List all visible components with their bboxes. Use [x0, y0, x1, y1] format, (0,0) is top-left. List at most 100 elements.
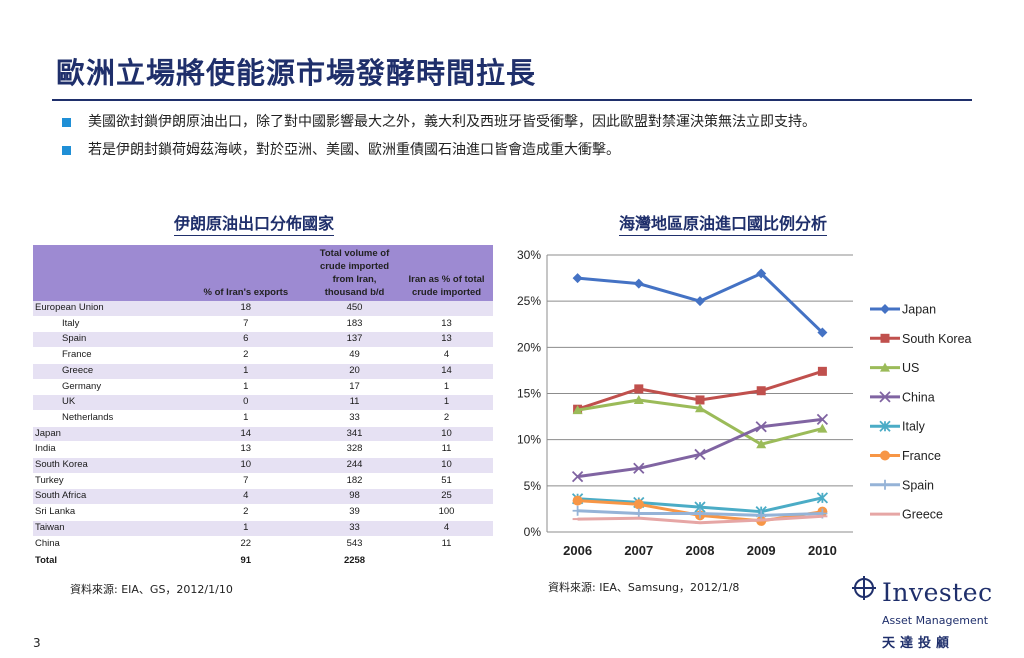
table-cell: 11 — [308, 394, 401, 411]
table-cell: 2 — [182, 347, 309, 364]
data-point — [572, 405, 583, 415]
table-source: 資料來源: EIA、GS，2012/1/10 — [70, 583, 233, 596]
data-point — [633, 278, 644, 289]
table-cell — [400, 551, 493, 571]
legend-label: South Korea — [902, 332, 972, 346]
table-cell: 17 — [308, 379, 401, 396]
data-point — [756, 386, 766, 396]
table-cell: 98 — [308, 488, 401, 506]
y-tick-label: 20% — [517, 340, 541, 354]
investec-zebra-icon — [852, 576, 876, 600]
logo-brand: Investec — [882, 578, 993, 607]
page-title: 歐洲立場將使能源市場發酵時間拉長 — [56, 56, 537, 90]
table-row: South Korea 10 244 10 — [33, 457, 493, 474]
table-cell: 39 — [308, 504, 401, 521]
y-tick-label: 30% — [517, 248, 541, 262]
table-cell: 2258 — [308, 551, 401, 571]
legend-label: France — [902, 449, 941, 463]
data-point — [695, 403, 705, 413]
table-cell: 182 — [308, 473, 401, 490]
table-row: European Union 18 450 — [33, 301, 493, 317]
legend-label: US — [902, 361, 919, 375]
table-row: South Africa 4 98 25 — [33, 488, 493, 506]
table-total-row: Total 91 2258 — [33, 551, 493, 571]
table-cell: South Africa — [33, 488, 183, 506]
chart-source: 資料來源: IEA、Samsung，2012/1/8 — [548, 581, 740, 594]
table-header-cell: Iran as % of total crude imported — [400, 245, 493, 301]
y-tick-label: 25% — [517, 294, 541, 308]
logo-subtitle: Asset Management — [882, 614, 989, 627]
bullet-square-icon — [62, 118, 71, 127]
legend-label: Italy — [902, 420, 926, 434]
table-cell: 1 — [182, 520, 309, 537]
table-cell: 33 — [308, 520, 401, 537]
table-cell: 450 — [308, 301, 401, 317]
data-point — [633, 462, 645, 474]
table-header-cell — [33, 245, 183, 301]
table-cell — [400, 301, 493, 317]
table-cell: 4 — [400, 520, 493, 537]
bullet-text: 美國欲封鎖伊朗原油出口，除了對中國影響最大之外，義大利及西班牙皆受衝擊，因此歐盟… — [88, 114, 816, 130]
table-cell: 100 — [400, 504, 493, 521]
table-subtitle: 伊朗原油出口分佈國家 — [174, 210, 335, 236]
data-point — [694, 448, 706, 461]
table-cell: Netherlands — [33, 410, 183, 427]
table-cell: 244 — [308, 457, 401, 474]
table-cell: 1 — [182, 410, 309, 427]
investec-logo: Investec Asset Management 天達投顧 — [852, 576, 1012, 652]
table-cell: 1 — [400, 394, 493, 411]
series-line — [577, 417, 823, 479]
table-cell: 1 — [400, 379, 493, 396]
legend-marker — [880, 362, 890, 372]
table-cell: 1 — [182, 363, 309, 380]
data-point — [756, 268, 767, 279]
table-cell: 543 — [308, 536, 401, 553]
x-tick-label: 2007 — [624, 543, 653, 558]
table-cell: European Union — [33, 301, 183, 317]
table-cell: 14 — [182, 426, 309, 443]
table-row: UK 0 11 1 — [33, 394, 493, 411]
table-cell: 49 — [308, 347, 401, 364]
table-cell: 4 — [400, 347, 493, 364]
table-cell: France — [33, 347, 183, 364]
table-row: Germany 1 17 1 — [33, 379, 493, 396]
data-point — [572, 273, 583, 284]
data-point — [817, 423, 828, 433]
table-cell: Sri Lanka — [33, 504, 183, 521]
table-cell: 4 — [182, 488, 309, 506]
data-point — [816, 413, 829, 425]
legend-marker — [880, 479, 890, 490]
table-cell: 13 — [400, 331, 493, 349]
data-point — [634, 384, 644, 394]
bullet-item: 美國欲封鎖伊朗原油出口，除了對中國影響最大之外，義大利及西班牙皆受衝擊，因此歐盟… — [62, 112, 992, 132]
table-cell: 6 — [182, 331, 309, 349]
table-cell: Japan — [33, 426, 183, 443]
data-point — [572, 495, 583, 506]
bullet-square-icon — [62, 146, 71, 155]
data-point — [817, 327, 828, 338]
data-point — [633, 499, 644, 510]
table-cell: 328 — [308, 441, 401, 459]
data-point — [755, 421, 767, 433]
table-header-cell: % of Iran's exports — [182, 245, 309, 301]
table-cell: 11 — [400, 441, 493, 459]
table-cell: Taiwan — [33, 520, 183, 537]
y-tick-label: 0% — [524, 525, 542, 539]
legend-label: Greece — [902, 508, 943, 522]
legend-label: China — [902, 390, 935, 404]
page-number: 3 — [33, 636, 41, 650]
legend-marker — [880, 450, 890, 461]
legend-marker — [880, 333, 890, 343]
table-cell: Greece — [33, 363, 183, 380]
x-tick-label: 2008 — [686, 543, 715, 558]
y-tick-label: 5% — [524, 479, 542, 493]
data-point — [633, 394, 644, 404]
y-tick-label: 10% — [517, 433, 541, 447]
x-tick-label: 2010 — [808, 543, 837, 558]
table-cell: South Korea — [33, 457, 183, 474]
table-row: France 2 49 4 — [33, 347, 493, 364]
legend-marker — [879, 420, 891, 432]
table-row: Netherlands 1 33 2 — [33, 410, 493, 427]
table-cell: 10 — [182, 457, 309, 474]
table-cell: Turkey — [33, 473, 183, 490]
